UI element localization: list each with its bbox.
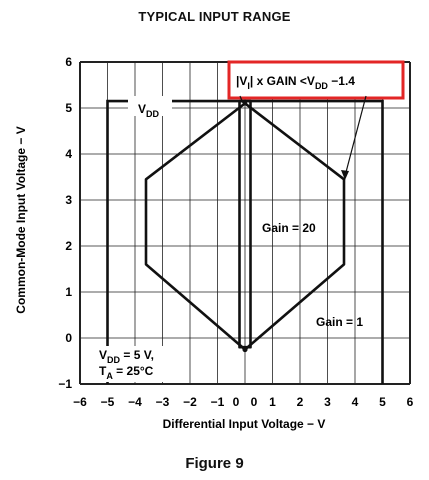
x-tick-label: 1 — [269, 395, 276, 409]
x-tick-label: 0 — [251, 395, 258, 409]
equation-highlight-box — [227, 60, 405, 100]
x-tick-label: −1 — [211, 395, 225, 409]
x-axis-label: Differential Input Voltage − V — [163, 417, 326, 431]
x-tick-label: 6 — [407, 395, 414, 409]
y-tick-label: 5 — [65, 101, 72, 115]
x-tick-label: −4 — [128, 395, 142, 409]
gain-20-label: Gain = 20 — [262, 221, 316, 235]
leader-arrowhead — [341, 170, 349, 180]
x-tick-label: 5 — [379, 395, 386, 409]
x-tick-label: −5 — [101, 395, 115, 409]
conditions-ta: TA = 25°C — [99, 364, 154, 381]
y-tick-label: 1 — [65, 285, 72, 299]
y-tick-label: 3 — [65, 193, 72, 207]
y-tick-label: 4 — [65, 147, 72, 161]
series-group — [144, 99, 346, 353]
y-tick-label: −1 — [58, 377, 72, 391]
x-tick-label: −2 — [183, 395, 197, 409]
chart-title: TYPICAL INPUT RANGE — [138, 9, 291, 24]
conditions-vdd: VDD = 5 V, — [99, 348, 154, 365]
equation-label: |VI| x GAIN <VDD −1.4 — [236, 74, 355, 91]
conditions-bg — [94, 346, 174, 382]
y-tick-label: 2 — [65, 239, 72, 253]
x-tick-label: 2 — [297, 395, 304, 409]
vdd-label-bg — [128, 96, 172, 116]
y-axis-label: Common-Mode Input Voltage − V — [14, 126, 28, 313]
y-tick-label: 0 — [65, 331, 72, 345]
leader-line-edge — [344, 95, 367, 177]
gain-1-label: Gain = 1 — [316, 315, 363, 329]
y-tick-label: 6 — [65, 55, 72, 69]
figure-caption: Figure 9 — [185, 455, 244, 472]
vertex-marker-bottom — [242, 346, 248, 353]
x-tick-label: 3 — [324, 395, 331, 409]
x-tick-label: −6 — [73, 395, 87, 409]
x-tick-label: 0 — [233, 395, 240, 409]
vertex-marker-top — [242, 101, 248, 106]
leader-line-vertex — [239, 95, 244, 104]
x-tick-label: −3 — [156, 395, 170, 409]
x-tick-label: 4 — [352, 395, 359, 409]
vdd-label: VDD — [138, 102, 160, 119]
